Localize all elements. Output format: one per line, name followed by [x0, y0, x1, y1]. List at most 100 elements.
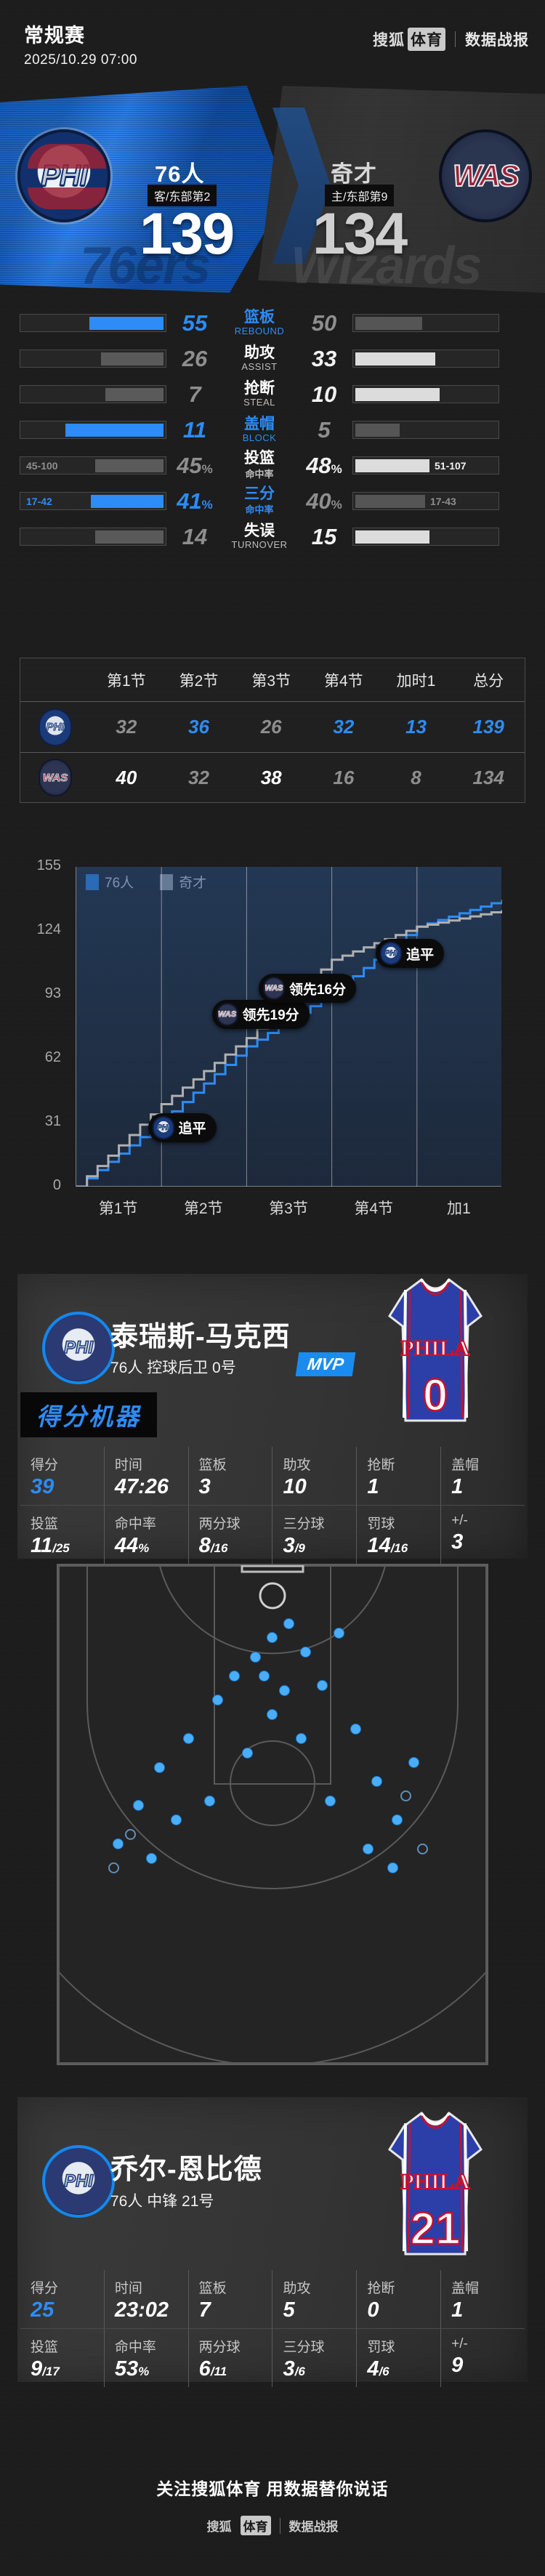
- quarter-score-table: 第1节 第2节 第3节 第4节 加时1 总分 PHI 32 36 26 32 13 139 WAS 40 3…: [20, 658, 525, 803]
- home-stat-bar: [352, 350, 499, 368]
- player-stat-row: 得分 25 时间 23:02 篮板 7 助攻 5 抢断 0 盖帽 1: [20, 2270, 525, 2328]
- player-stat-value: 4/6: [367, 2357, 389, 2381]
- annotation-team-logo: PHI: [380, 942, 403, 965]
- footer-brand-report: 数据战报: [288, 2520, 339, 2534]
- player-stat-cell: 助攻 10: [272, 1447, 358, 1505]
- player-stat-cell: 得分 25: [20, 2270, 105, 2328]
- annotation-team-logo: WAS: [262, 977, 285, 1001]
- player-stat-value: 23:02: [114, 2298, 169, 2322]
- player-team-logo: PHI: [42, 1312, 115, 1384]
- chart-y-tick: 62: [44, 1049, 61, 1065]
- player-stat-value: 9: [451, 2354, 464, 2377]
- player-card-embiid: PHI 乔尔-恩比德 76人 中锋 21号 PHILA 21 得分 25 时间 23:…: [0, 2097, 545, 2387]
- shot-made-marker: [316, 1680, 328, 1692]
- quarter-table-row: PHI 32 36 26 32 13 139: [20, 702, 525, 752]
- away-team-meta: 客/东部第2: [148, 185, 217, 206]
- player-stat-key: 助攻: [283, 2281, 311, 2296]
- player-stat-value: 1: [367, 1475, 379, 1498]
- player-stat-cell: 投篮 9/17: [20, 2328, 105, 2387]
- away-stat-value: 14: [182, 523, 208, 549]
- jersey-wordmark: PHILA: [400, 1336, 469, 1360]
- quarter-cell: 32: [333, 716, 355, 738]
- home-stat-bar: [352, 314, 499, 332]
- mvp-badge: MVP: [295, 1352, 356, 1376]
- home-stat-detail: 51-107: [435, 460, 467, 472]
- player-stat-key: 抢断: [367, 1458, 395, 1473]
- quarter-cell: 26: [260, 716, 282, 738]
- competition-block: 常规赛 2025/10.29 07:00: [24, 20, 137, 68]
- away-stat-value: 41%: [177, 488, 213, 514]
- stat-label: 投篮 命中率: [244, 449, 275, 480]
- footer: 关注搜狐体育 用数据替你说话 搜狐 体育 数据战报: [0, 2475, 545, 2535]
- away-team-ghost-text: 76ers: [80, 237, 211, 293]
- player-stat-value: 5: [283, 2298, 295, 2322]
- player-stat-table: 得分 39 时间 47:26 篮板 3 助攻 10 抢断 1 盖帽 1 投篮 11/25 命中率 44% 两分球…: [20, 1447, 525, 1564]
- footer-slogan: 关注搜狐体育 用数据替你说话: [156, 2479, 389, 2498]
- player-stat-value: 39: [31, 1475, 54, 1498]
- chart-y-tick: 31: [44, 1113, 61, 1129]
- shot-missed-marker: [400, 1790, 411, 1802]
- jersey-wordmark: PHILA: [400, 2170, 469, 2194]
- team-mini-logo: WAS: [39, 759, 72, 796]
- shot-made-marker: [350, 1723, 361, 1735]
- away-stat-value: 45%: [177, 452, 213, 478]
- chart-y-tick: 124: [36, 921, 61, 937]
- away-stat-bar: [20, 421, 166, 439]
- away-stat-bar: 45-100: [20, 456, 166, 475]
- home-team-score: 134: [312, 201, 408, 267]
- competition-name: 常规赛: [24, 25, 85, 47]
- jersey-number: 0: [423, 1370, 448, 1421]
- chart-x-tick: 加1: [447, 1200, 471, 1217]
- home-team-abbr: WAS: [452, 158, 520, 193]
- player-stat-value: 53%: [114, 2357, 150, 2381]
- brand-report-label: 数据战报: [465, 32, 529, 49]
- away-stat-bar: 17-42: [20, 492, 166, 510]
- away-stat-bar: [20, 314, 166, 332]
- player-ribbon: 得分机器: [20, 1392, 157, 1437]
- player-stat-key: 命中率: [114, 1517, 156, 1532]
- shot-made-marker: [363, 1843, 374, 1854]
- quarter-cell: 139: [472, 716, 504, 738]
- player-meta: 76人 中锋 21号: [110, 2193, 214, 2210]
- shot-made-marker: [170, 1814, 182, 1826]
- player-stat-cell: 抢断 1: [357, 1447, 442, 1505]
- player-stat-value: 8/16: [198, 1534, 228, 1557]
- quarter-table-row: WAS 40 32 38 16 8 134: [20, 752, 525, 802]
- player-stat-key: 投篮: [31, 2340, 59, 2355]
- chart-annotation: WAS 领先16分: [258, 974, 357, 1004]
- player-stat-cell: 命中率 44%: [104, 1505, 189, 1564]
- stat-label: 篮板 REBOUND: [234, 308, 285, 337]
- quarter-cell: 13: [405, 716, 427, 738]
- home-team-name: 奇才: [331, 161, 377, 187]
- player-team-abbr: PHI: [63, 1337, 94, 1358]
- quarter-header-cell: 第3节: [251, 672, 291, 690]
- scoreboard-hero: 76ers Wizards PHI WAS 76人 客/东部第2 139 奇才 …: [0, 86, 545, 293]
- annotation-team-logo: WAS: [216, 1002, 238, 1026]
- player-stat-cell: +/- 9: [441, 2328, 525, 2387]
- footer-brand: 搜狐 体育 数据战报: [0, 2516, 545, 2535]
- chart-annotation: PHI 追平: [376, 939, 445, 968]
- court-lines-svg: [58, 1564, 487, 2067]
- quarter-table-body: PHI 32 36 26 32 13 139 WAS 40 32 38 16 8 134: [20, 702, 525, 802]
- home-stat-value: 5: [318, 416, 331, 443]
- home-stat-value: 50: [311, 310, 337, 336]
- quarter-table-header: 第1节 第2节 第3节 第4节 加时1 总分: [20, 658, 525, 702]
- player-meta: 76人 控球后卫 0号: [110, 1360, 236, 1376]
- chart-x-tick: 第4节: [354, 1200, 394, 1217]
- home-stat-value: 40%: [306, 488, 342, 514]
- shot-made-marker: [241, 1747, 253, 1759]
- shot-chart-court: [57, 1564, 488, 2067]
- shot-made-marker: [250, 1651, 262, 1663]
- player-stat-cell: 两分球 6/11: [188, 2328, 273, 2387]
- annotation-text: 追平: [406, 947, 435, 963]
- player-stat-value: 3: [198, 1475, 211, 1498]
- away-stat-detail: 17-42: [26, 496, 52, 507]
- shot-made-marker: [299, 1647, 311, 1658]
- away-team-abbr: PHI: [40, 159, 89, 193]
- player-stat-cell: 罚球 4/6: [357, 2328, 442, 2387]
- player-card-maxey: PHI 泰瑞斯-马克西 76人 控球后卫 0号 MVP 得分机器 PHILA 0…: [0, 1274, 545, 1564]
- shot-made-marker: [267, 1709, 278, 1720]
- away-stat-bar: [20, 350, 166, 368]
- shot-made-marker: [279, 1685, 291, 1696]
